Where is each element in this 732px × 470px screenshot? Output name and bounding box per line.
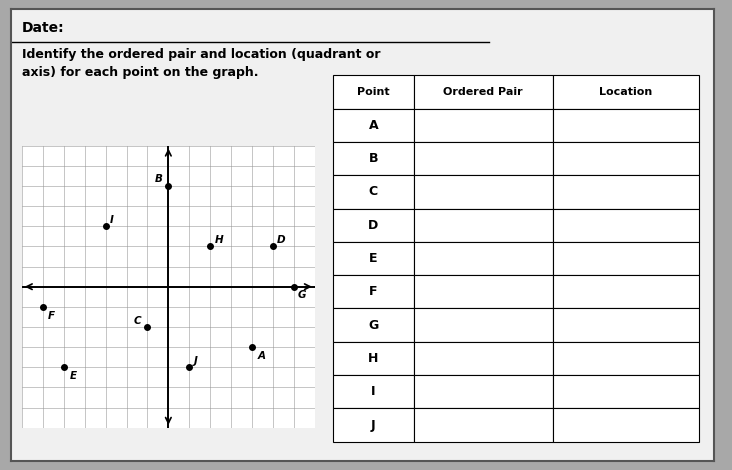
Text: I: I [371, 385, 376, 398]
Text: J: J [193, 356, 198, 366]
Text: G: G [368, 319, 378, 332]
Bar [553, 75, 699, 109]
Bar [414, 408, 553, 442]
Bar [333, 242, 414, 275]
Bar [333, 342, 414, 375]
Text: H: H [214, 235, 223, 245]
Text: Location: Location [600, 87, 652, 97]
Text: B: B [154, 174, 163, 184]
Text: C: C [369, 185, 378, 198]
Text: Identify the ordered pair and location (quadrant or: Identify the ordered pair and location (… [21, 48, 380, 61]
Bar [414, 175, 553, 209]
Bar [414, 142, 553, 175]
Bar [553, 142, 699, 175]
Text: I: I [110, 215, 113, 225]
Bar [553, 242, 699, 275]
Text: A: A [257, 351, 265, 361]
Bar [333, 175, 414, 209]
Text: Ordered Pair: Ordered Pair [444, 87, 523, 97]
Bar [414, 75, 553, 109]
Text: D: D [368, 219, 378, 232]
Bar [553, 342, 699, 375]
Bar [414, 109, 553, 142]
Text: A: A [368, 119, 378, 132]
Text: F: F [48, 311, 55, 321]
Text: J: J [371, 419, 376, 431]
Bar [414, 308, 553, 342]
Bar [333, 408, 414, 442]
Bar [414, 275, 553, 308]
Bar [553, 375, 699, 408]
Bar [414, 209, 553, 242]
Bar [553, 408, 699, 442]
Text: D: D [277, 235, 285, 245]
Text: F: F [369, 285, 378, 298]
Bar [553, 109, 699, 142]
Bar [553, 209, 699, 242]
Bar [333, 109, 414, 142]
Bar [333, 142, 414, 175]
Text: C: C [134, 316, 141, 326]
Bar [414, 242, 553, 275]
Bar [553, 275, 699, 308]
Text: H: H [368, 352, 378, 365]
Bar [414, 375, 553, 408]
Text: G: G [298, 290, 307, 300]
Text: E: E [369, 252, 378, 265]
Bar [333, 275, 414, 308]
Text: B: B [369, 152, 378, 165]
Text: Date:: Date: [21, 21, 64, 35]
Bar [333, 375, 414, 408]
Bar [553, 308, 699, 342]
Bar [333, 308, 414, 342]
Bar [333, 75, 414, 109]
Bar [553, 175, 699, 209]
Bar [333, 209, 414, 242]
Text: E: E [70, 371, 77, 381]
Text: Point: Point [357, 87, 389, 97]
Text: axis) for each point on the graph.: axis) for each point on the graph. [21, 66, 258, 79]
Bar [414, 342, 553, 375]
